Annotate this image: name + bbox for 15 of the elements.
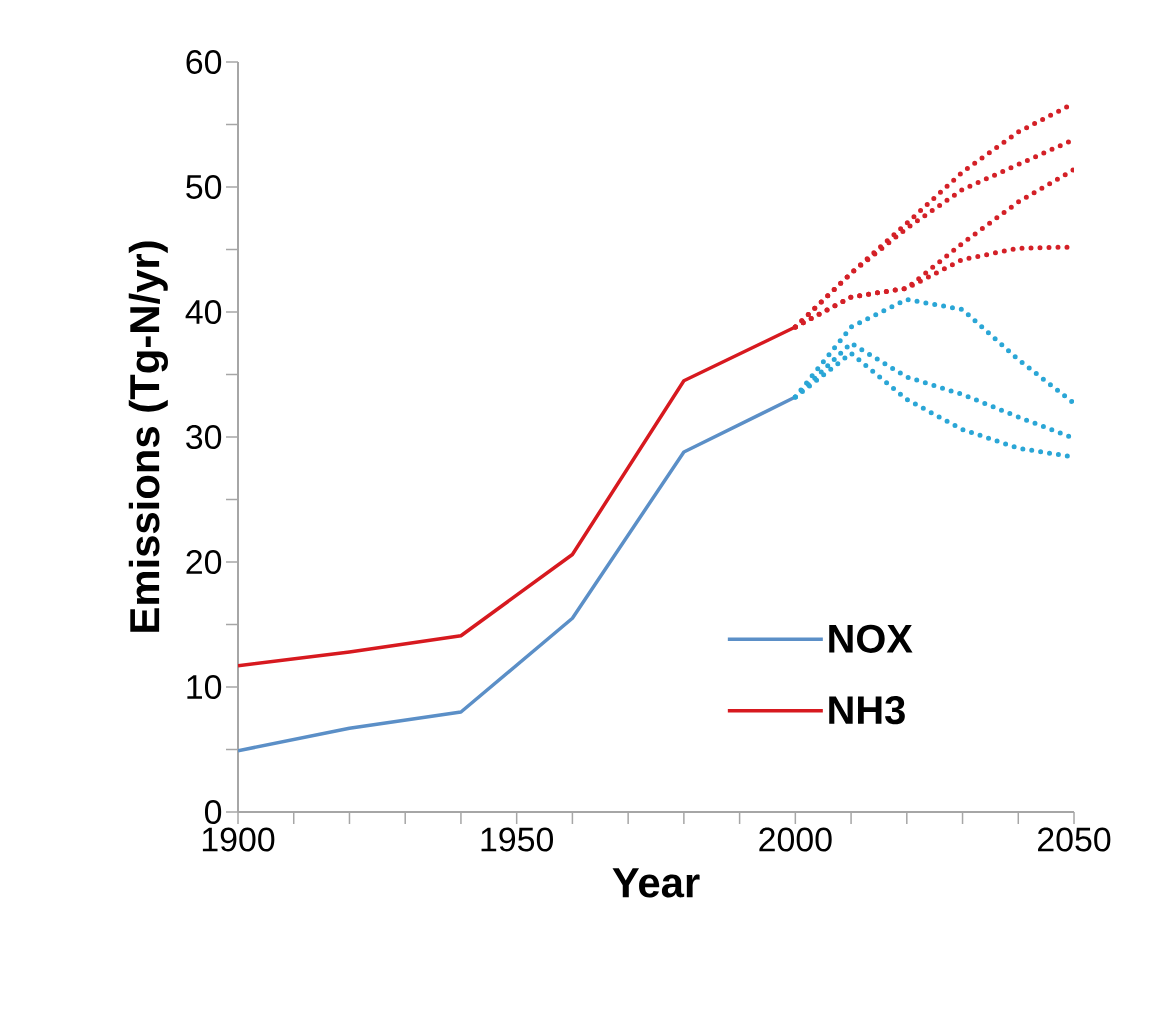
x-tick-label: 1950 [481,827,554,852]
y-tick-label: 20 [186,550,222,574]
x-tick-label: 1900 [202,827,275,852]
x-tick-label: 2000 [759,827,832,852]
y-tick-label: 10 [187,675,222,699]
legend-label: NH3 [829,695,905,725]
y-tick-label: 60 [186,50,222,74]
x-tick-label: 2050 [1038,827,1111,852]
y-tick-label: 0 [204,800,222,824]
y-tick-label: 40 [185,300,222,324]
y-tick-label: 50 [186,175,222,199]
x-axis-title: Year [612,868,700,898]
y-tick-label: 30 [186,425,222,449]
y-axis-title: Emissions (Tg-N/yr) [128,241,168,632]
legend-label: NOX [829,624,913,653]
